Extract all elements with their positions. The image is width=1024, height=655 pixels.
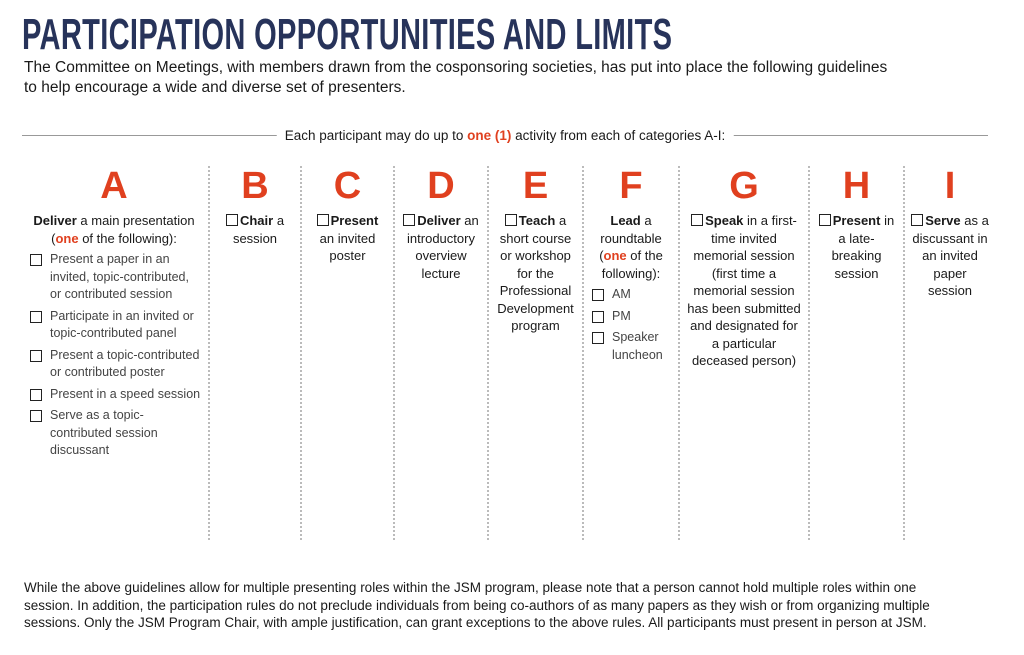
heading-text: a session [232, 213, 285, 246]
choice-emphasis: one [55, 230, 79, 246]
option: Present a paper in an invited, topic-con… [30, 251, 202, 304]
checkbox [403, 214, 416, 226]
heading-verb: Present [330, 213, 379, 228]
heading-verb: Chair [239, 213, 274, 228]
column-letter: G [729, 165, 759, 207]
checkbox [316, 214, 329, 226]
heading-text: a main presentation [80, 213, 195, 228]
option: Serve as a topic-contributed session dis… [30, 407, 202, 460]
rule-highlight: one (1) [467, 128, 512, 143]
column: G Speak in a first-time invited memorial … [678, 166, 808, 540]
checkbox [911, 214, 924, 226]
column-letter: C [333, 165, 362, 207]
column-heading: Speak in a first-time invited memorial s… [686, 212, 802, 370]
choice-open: ( [599, 248, 604, 263]
checkbox [818, 214, 831, 226]
option-text: PM [612, 308, 631, 323]
column: H Present in a late-breaking session [808, 166, 903, 540]
heading-verb: Serve [925, 213, 961, 228]
choice-note: (one of the following): [26, 230, 202, 248]
choice-note: (one of the following): [590, 247, 672, 282]
options: Present a paper in an invited, topic-con… [26, 251, 202, 460]
choice-open: ( [51, 230, 56, 246]
column-heading: Deliver a main presentation [26, 212, 202, 230]
column-heading: Chair a session [216, 212, 294, 247]
column: I Serve as a discussant in an invited pap… [903, 166, 995, 540]
column: B Chair a session [208, 166, 300, 540]
checkbox [592, 332, 604, 344]
rule-text: activity from each of categories A-I: [515, 128, 726, 143]
checkbox [30, 349, 42, 362]
column-letter: D [427, 165, 455, 207]
heading-text: in a first-time invited memorial session… [687, 213, 801, 368]
column-letter: E [522, 165, 549, 207]
column-heading: Teach a short course or workshop for the… [495, 212, 576, 335]
option-text: Participate in an invited or topic-contr… [50, 308, 194, 341]
column-heading: Present in a late-breaking session [816, 212, 897, 282]
heading-text: an introductory overview lecture [407, 213, 479, 281]
checkbox [30, 388, 42, 401]
options: AM PM Speaker luncheon [590, 286, 672, 364]
heading-verb: Deliver [417, 213, 461, 228]
column: F Lead a roundtable (one of the following)… [582, 166, 678, 540]
page-title: PARTICIPATION OPPORTUNITIES AND LIMITS [22, 10, 673, 59]
checkbox [592, 289, 604, 301]
columns: A Deliver a main presentation (one of the … [20, 166, 995, 540]
option-text: Present a topic-contributed or contribut… [50, 347, 200, 380]
heading-text: as a discussant in an invited paper sess… [912, 213, 989, 298]
checkbox [592, 310, 604, 323]
checkbox [225, 214, 238, 226]
column-heading: Present an invited poster [308, 212, 387, 265]
checkbox [691, 214, 704, 226]
checkbox [30, 310, 42, 323]
column: E Teach a short course or workshop for th… [487, 166, 582, 540]
checkbox [30, 254, 42, 266]
option: AM [592, 286, 672, 304]
heading-text: in a late-breaking session [831, 213, 895, 281]
option: Participate in an invited or topic-contr… [30, 308, 202, 343]
footer-text: While the above guidelines allow for mul… [24, 580, 930, 630]
column: D Deliver an introductory overview lectur… [393, 166, 487, 540]
heading-verb: Deliver [33, 213, 77, 228]
option-text: Speaker luncheon [612, 330, 663, 362]
heading-verb: Lead [610, 213, 641, 228]
column-letter: H [842, 165, 871, 207]
checkbox [30, 410, 42, 422]
column-letter: B [241, 165, 269, 207]
column-letter: F [619, 165, 643, 207]
choice-emphasis: one [603, 248, 627, 263]
option-text: Serve as a topic-contributed session dis… [50, 408, 158, 457]
column-heading: Lead a roundtable [590, 212, 672, 247]
heading-verb: Present [832, 213, 881, 228]
column-heading: Deliver an introductory overview lecture [401, 212, 481, 282]
checkbox [504, 214, 517, 226]
column: A Deliver a main presentation (one of the … [20, 166, 208, 540]
option: Present a topic-contributed or contribut… [30, 347, 202, 382]
heading-text: a short course or workshop for the Profe… [497, 213, 574, 333]
choice-close: of the following): [82, 230, 177, 246]
rule-text: Each participant may do up to [284, 128, 464, 143]
option: Present in a speed session [30, 386, 202, 404]
option: PM [592, 308, 672, 326]
heading-text: an invited poster [319, 230, 376, 264]
intro-text: The Committee on Meetings, with members … [24, 59, 888, 96]
heading-verb: Teach [518, 213, 556, 228]
rule-label: Each participant may do up to one (1) ac… [276, 126, 734, 146]
option-text: AM [612, 287, 631, 301]
heading-text: a roundtable [600, 213, 662, 246]
column-letter: I [944, 165, 956, 207]
heading-verb: Speak [705, 213, 744, 228]
choice-close: of the following): [601, 248, 663, 281]
option: Speaker luncheon [592, 329, 672, 364]
option-text: Present a paper in an invited, topic-con… [50, 252, 189, 301]
rule: Each participant may do up to one (1) ac… [22, 126, 988, 146]
column-heading: Serve as a discussant in an invited pape… [911, 212, 989, 300]
column-letter: A [100, 165, 128, 207]
column: C Present an invited poster [300, 166, 393, 540]
option-text: Present in a speed session [50, 386, 201, 401]
